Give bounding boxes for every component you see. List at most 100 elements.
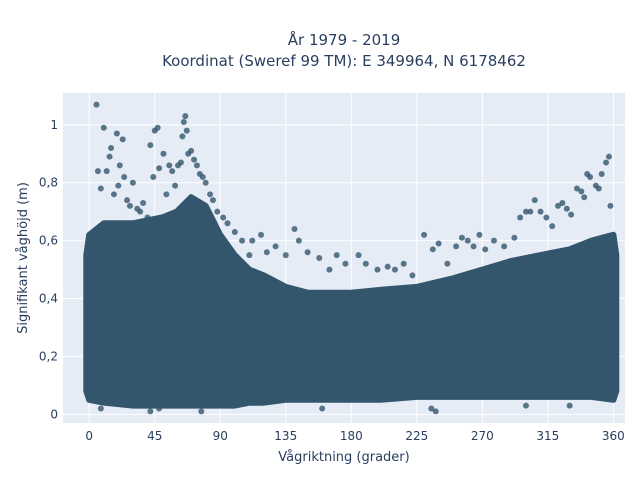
x-tick-label: 180: [340, 429, 363, 443]
scatter-point: [511, 234, 518, 241]
scatter-point: [166, 162, 173, 169]
y-axis-title: Signifikant våghöjd (m): [16, 182, 31, 334]
scatter-point: [258, 231, 265, 238]
scatter-point: [93, 101, 100, 108]
scatter-point: [224, 220, 231, 227]
scatter-point: [587, 173, 594, 180]
x-tick-label: 90: [213, 429, 228, 443]
chart-title: År 1979 - 2019: [288, 30, 401, 49]
scatter-point: [246, 252, 253, 259]
scatter-point: [106, 153, 113, 160]
scatter-point: [239, 237, 246, 244]
scatter-point: [180, 118, 187, 125]
scatter-point: [400, 260, 407, 267]
scatter-point: [607, 202, 614, 209]
scatter-point: [137, 208, 144, 215]
scatter-point: [94, 168, 101, 175]
x-tick-label: 270: [471, 429, 494, 443]
scatter-point: [543, 214, 550, 221]
scatter-point: [384, 263, 391, 270]
chart-subtitle: Koordinat (Sweref 99 TM): E 349964, N 61…: [162, 52, 526, 70]
scatter-point: [537, 208, 544, 215]
scatter-point: [100, 124, 107, 131]
scatter-point: [263, 249, 270, 256]
scatter-point: [163, 191, 170, 198]
scatter-point: [342, 260, 349, 267]
scatter-point: [490, 237, 497, 244]
scatter-point: [147, 408, 154, 415]
x-tick-label: 0: [85, 429, 93, 443]
scatter-point: [453, 243, 460, 250]
scatter-point: [172, 182, 179, 189]
x-tick-label: 360: [602, 429, 625, 443]
scatter-point: [605, 153, 612, 160]
scatter-point: [555, 202, 562, 209]
scatter-point: [119, 136, 126, 143]
scatter-point: [199, 173, 206, 180]
scatter-point: [304, 249, 311, 256]
scatter-point: [97, 185, 104, 192]
scatter-point: [549, 223, 556, 230]
scatter-point: [316, 255, 323, 261]
scatter-point: [198, 408, 205, 415]
scatter-point: [150, 173, 157, 180]
scatter-point: [559, 200, 566, 206]
scatter-point: [362, 260, 369, 267]
scatter-point: [295, 237, 302, 244]
scatter-point: [220, 214, 227, 221]
scatter-point: [129, 179, 136, 186]
x-axis-title: Vågriktning (grader): [278, 450, 409, 465]
scatter-point: [501, 243, 508, 250]
scatter-point: [458, 234, 465, 241]
scatter-point: [482, 246, 489, 253]
scatter-point: [470, 243, 477, 250]
scatter-point: [272, 243, 279, 250]
scatter-point: [598, 171, 605, 178]
scatter-point: [326, 266, 333, 273]
scatter-points: [93, 101, 614, 415]
scatter-point: [421, 231, 428, 238]
scatter-point: [603, 159, 610, 166]
scatter-point: [103, 168, 110, 175]
x-tick-label: 225: [405, 429, 428, 443]
y-tick-label: 0,2: [39, 349, 58, 363]
scatter-point: [183, 127, 190, 134]
scatter-point: [207, 191, 214, 198]
scatter-point: [188, 147, 195, 154]
x-tick-label: 315: [536, 429, 559, 443]
scatter-point: [169, 168, 176, 175]
scatter-point: [566, 402, 573, 409]
scatter-point: [444, 260, 451, 267]
scatter-point: [428, 405, 435, 412]
scatter-point: [319, 405, 326, 412]
scatter-point: [113, 130, 120, 137]
scatter-point: [409, 272, 416, 279]
scatter-point: [249, 237, 256, 244]
scatter-point: [595, 185, 602, 192]
scatter-point: [147, 142, 154, 149]
scatter-point: [531, 197, 538, 204]
scatter-point: [97, 405, 104, 412]
scatter-point: [182, 113, 189, 120]
scatter-point: [191, 156, 198, 163]
scatter-point: [126, 202, 133, 209]
scatter-point: [355, 252, 362, 259]
scatter-point: [209, 197, 216, 204]
scatter-point: [121, 173, 128, 180]
scatter-point: [374, 266, 381, 273]
scatter-point: [432, 408, 439, 415]
scatter-point: [568, 211, 575, 218]
dense-band-area: [83, 194, 620, 409]
scatter-point: [124, 197, 131, 204]
scatter-point: [435, 240, 442, 247]
scatter-point: [154, 124, 161, 131]
scatter-point: [116, 162, 123, 169]
y-tick-label: 1: [50, 118, 58, 132]
x-tick-label: 45: [147, 429, 162, 443]
scatter-point: [476, 231, 483, 238]
scatter-point: [214, 208, 221, 215]
scatter-point: [391, 266, 398, 273]
scatter-point: [179, 133, 186, 140]
